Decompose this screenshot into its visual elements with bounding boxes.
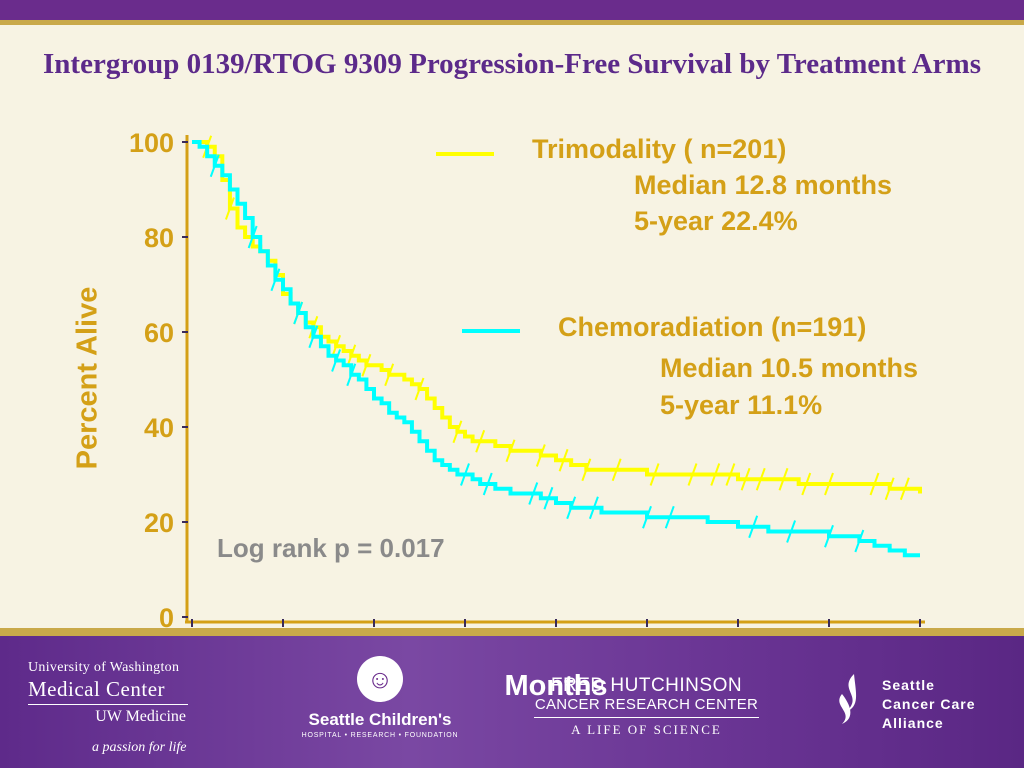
censor-mark — [346, 344, 357, 368]
censor-mark — [824, 524, 834, 548]
censor-mark — [649, 463, 660, 486]
sc-sub: HOSPITAL • RESEARCH • FOUNDATION — [301, 732, 459, 739]
censor-mark — [331, 334, 342, 358]
legend-entry: Trimodality ( n=201) — [532, 134, 786, 164]
censor-mark — [899, 477, 910, 501]
chemoradiation-curve — [192, 140, 920, 558]
censor-mark — [740, 467, 751, 491]
scca-name: Seattle Cancer Care Alliance — [882, 676, 976, 733]
censor-mark — [824, 472, 834, 496]
censor-mark — [687, 463, 698, 486]
fred-hutchinson-logo: FRED HUTCHINSON CANCER RESEARCH CENTER A… — [534, 676, 759, 738]
scca-line3: Alliance — [882, 715, 944, 731]
censor-mark — [361, 353, 372, 377]
censor-mark — [884, 477, 895, 501]
censor-mark — [308, 325, 319, 349]
censor-mark — [384, 363, 395, 387]
censor-mark — [755, 467, 766, 491]
sc-name: Seattle Children's — [308, 710, 452, 729]
fh-name-line1: FRED HUTCHINSON — [550, 675, 743, 696]
uw-tagline: a passion for life — [92, 740, 187, 755]
censor-mark — [710, 463, 721, 486]
log-rank-annotation: Log rank p = 0.017 — [217, 533, 445, 563]
censor-mark — [588, 496, 599, 520]
x-axis-label: Months — [504, 670, 608, 702]
whale-icon: ☺ — [357, 656, 403, 702]
censor-mark — [293, 301, 304, 325]
censor-mark — [270, 268, 281, 292]
censor-mark — [725, 463, 736, 486]
censor-mark — [224, 197, 235, 220]
uw-name-line3: UW Medicine — [95, 708, 186, 725]
y-tick-label: 100 — [129, 128, 174, 158]
censor-mark — [460, 463, 470, 486]
fh-rule — [534, 717, 759, 718]
y-tick-label: 20 — [144, 508, 174, 538]
footer-gold-stripe — [0, 628, 1024, 636]
fh-tagline: A LIFE OF SCIENCE — [571, 722, 722, 737]
censor-mark — [748, 515, 759, 539]
uw-name-line1: University of Washington — [28, 660, 180, 675]
legend-median-label: Median 12.8 months — [634, 170, 892, 200]
censor-mark — [209, 154, 220, 178]
censor-mark — [475, 429, 486, 453]
y-tick-label: 40 — [144, 413, 174, 443]
censor-mark — [543, 486, 554, 510]
censor-mark — [452, 420, 463, 444]
scca-line1: Seattle — [882, 677, 935, 693]
legend-five-year-label: 5-year 11.1% — [660, 390, 822, 420]
censor-mark — [581, 458, 592, 482]
censor-mark — [611, 458, 622, 482]
top-gold-stripe — [0, 20, 1024, 25]
uw-name-line2: Medical Center — [28, 677, 166, 701]
censor-mark — [535, 444, 546, 467]
censor-mark — [642, 505, 652, 529]
y-tick-label: 60 — [144, 318, 174, 348]
censor-mark — [786, 520, 797, 543]
censor-mark — [664, 505, 675, 529]
y-tick-label: 0 — [159, 603, 174, 633]
fh-name-line2: CANCER RESEARCH CENTER — [534, 696, 759, 713]
censor-mark — [346, 363, 357, 387]
censor-mark — [414, 377, 425, 401]
censor-mark — [566, 496, 577, 520]
censor-mark — [482, 472, 493, 496]
y-tick-label: 80 — [144, 223, 174, 253]
censor-mark — [505, 439, 516, 463]
chart-title: Intergroup 0139/RTOG 9309 Progression-Fr… — [43, 48, 981, 80]
censor-mark — [558, 448, 569, 472]
censor-mark — [331, 349, 342, 372]
flame-icon — [839, 674, 857, 724]
censor-mark — [854, 529, 865, 553]
legend-entry: Chemoradiation (n=191) — [558, 312, 866, 342]
censor-mark — [869, 472, 880, 496]
uw-medicine-logo: University of Washington Medical Center … — [28, 660, 198, 756]
censor-mark — [801, 472, 812, 496]
censor-mark — [247, 225, 258, 249]
legend-five-year-label: 5-year 22.4% — [634, 206, 798, 236]
censor-mark — [778, 467, 789, 491]
uw-rule — [28, 704, 188, 705]
censor-mark — [528, 482, 539, 505]
seattle-childrens-logo: ☺ Seattle Children's HOSPITAL • RESEARCH… — [290, 656, 470, 739]
scca-line2: Cancer Care — [882, 696, 976, 712]
top-bar — [0, 0, 1024, 20]
legend-median-label: Median 10.5 months — [660, 353, 918, 383]
